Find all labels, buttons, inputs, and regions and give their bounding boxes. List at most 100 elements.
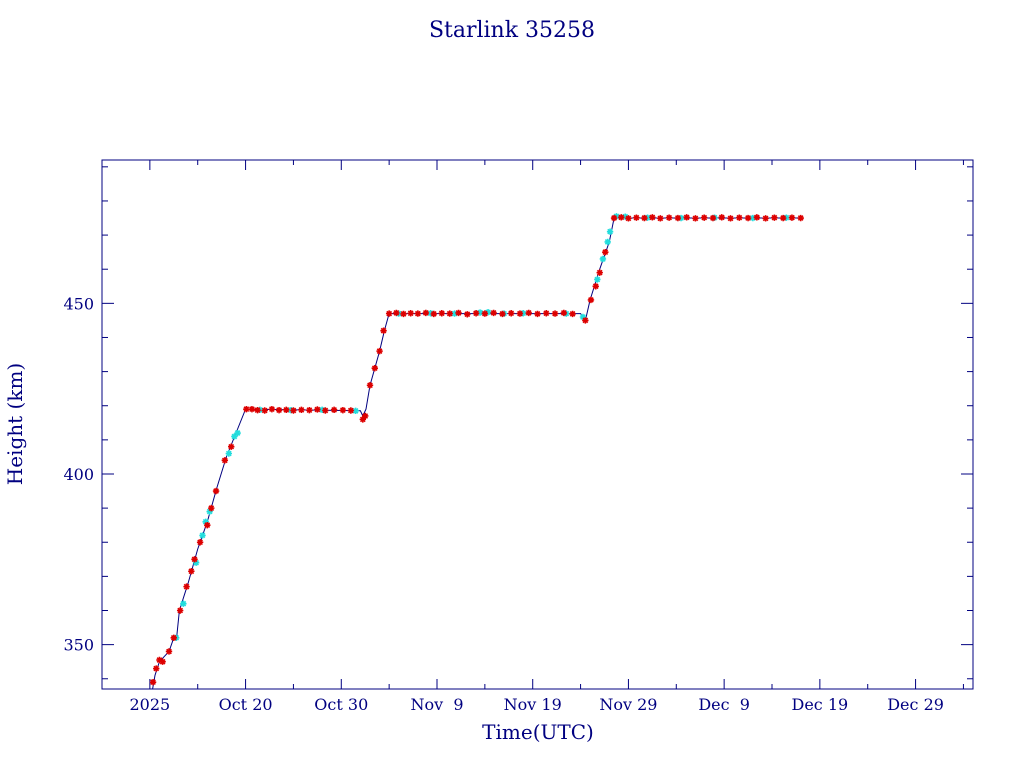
data-point-cyan xyxy=(234,429,241,437)
data-point-red xyxy=(243,405,250,413)
data-point-red xyxy=(159,658,166,665)
data-point-cyan xyxy=(476,309,484,316)
data-point-red xyxy=(314,406,321,413)
series-points-group xyxy=(149,213,804,686)
series-line-group xyxy=(152,217,804,690)
data-point-red xyxy=(701,214,708,221)
data-point-red xyxy=(176,607,184,614)
y-tick-label: 450 xyxy=(63,294,94,313)
data-point-red xyxy=(347,407,355,414)
data-point-red xyxy=(543,310,550,317)
data-point-red xyxy=(596,269,603,276)
data-point-red xyxy=(212,487,220,495)
y-axis-label: Height (km) xyxy=(3,363,27,485)
x-axis-label: Time(UTC) xyxy=(482,720,594,744)
data-point-red xyxy=(153,665,160,672)
data-point-red xyxy=(762,215,769,222)
data-point-red xyxy=(339,406,347,414)
data-point-red xyxy=(156,656,163,664)
data-point-cyan xyxy=(202,518,209,525)
x-tick-label: Oct 30 xyxy=(314,695,368,714)
data-point-red xyxy=(268,405,276,413)
data-point-red xyxy=(592,283,599,290)
data-point-red xyxy=(499,310,506,318)
axis-tick-labels: 2025 Oct 20 Oct 30 Nov 9 Nov 19 Nov 29 Dec 9 De… xyxy=(63,294,943,714)
x-tick-label: Nov 9 xyxy=(410,695,463,714)
data-point-red xyxy=(204,521,211,529)
data-point-cyan xyxy=(604,238,611,246)
data-point-red xyxy=(674,214,682,222)
plot-frame xyxy=(101,159,974,690)
data-point-red xyxy=(438,310,445,317)
data-point-red xyxy=(472,310,480,317)
data-point-red xyxy=(228,443,235,450)
data-point-red xyxy=(322,407,329,414)
data-point-red xyxy=(727,215,734,222)
data-point-red xyxy=(534,310,541,318)
data-point-red xyxy=(602,248,609,256)
data-point-red xyxy=(587,296,595,304)
axis-ticks xyxy=(101,160,973,689)
data-point-red xyxy=(385,310,393,317)
data-point-red xyxy=(618,214,625,221)
data-point-cyan xyxy=(622,213,629,220)
data-point-red xyxy=(481,310,489,317)
data-point-red xyxy=(464,311,471,318)
data-point-cyan xyxy=(206,508,213,515)
data-point-red xyxy=(771,214,778,221)
data-point-cyan xyxy=(606,228,614,235)
data-point-red xyxy=(569,310,576,318)
data-point-red xyxy=(208,504,215,512)
data-point-red xyxy=(430,310,438,318)
data-point-red xyxy=(446,310,453,317)
data-point-red xyxy=(692,215,699,222)
y-tick-label: 400 xyxy=(63,465,94,484)
data-point-red xyxy=(380,327,387,334)
data-point-red xyxy=(191,556,198,563)
data-point-red xyxy=(170,634,177,642)
data-point-red xyxy=(422,309,430,317)
data-point-red xyxy=(641,214,648,222)
data-point-red xyxy=(371,364,378,372)
data-point-red xyxy=(165,648,173,655)
data-point-red xyxy=(330,406,338,414)
data-point-red xyxy=(393,309,400,317)
data-point-red xyxy=(525,309,532,317)
data-point-red xyxy=(254,406,261,414)
data-point-red xyxy=(306,406,313,414)
data-point-red xyxy=(261,407,268,414)
data-point-red xyxy=(665,214,673,221)
data-point-red xyxy=(560,309,568,317)
data-point-cyan xyxy=(192,559,200,566)
data-point-red xyxy=(753,214,761,221)
x-tick-label: Dec 19 xyxy=(792,695,849,714)
data-point-red xyxy=(516,310,524,317)
data-point-red xyxy=(376,347,383,355)
data-point-red xyxy=(290,407,297,414)
data-point-red xyxy=(400,310,407,318)
data-point-red xyxy=(649,214,656,221)
data-point-red xyxy=(788,214,796,221)
data-point-red xyxy=(490,309,497,317)
data-point-cyan xyxy=(180,600,187,607)
data-point-red xyxy=(683,214,690,221)
data-point-red xyxy=(196,539,204,546)
data-point-cyan xyxy=(599,255,607,263)
data-point-cyan xyxy=(231,433,238,440)
data-point-red xyxy=(298,406,305,414)
x-tick-label: 2025 xyxy=(129,695,170,714)
x-tick-label: Dec 29 xyxy=(887,695,944,714)
y-tick-label: 350 xyxy=(63,636,94,655)
data-point-red xyxy=(248,405,256,413)
data-point-red xyxy=(366,382,374,389)
x-tick-label: Dec 9 xyxy=(698,695,750,714)
data-point-cyan xyxy=(225,450,233,457)
data-point-red xyxy=(188,568,195,575)
data-point-red xyxy=(736,214,743,221)
data-point-cyan xyxy=(749,214,757,222)
data-point-cyan xyxy=(579,313,587,321)
x-tick-label: Nov 29 xyxy=(599,695,657,714)
data-point-red xyxy=(551,310,559,317)
data-point-red xyxy=(625,215,632,222)
